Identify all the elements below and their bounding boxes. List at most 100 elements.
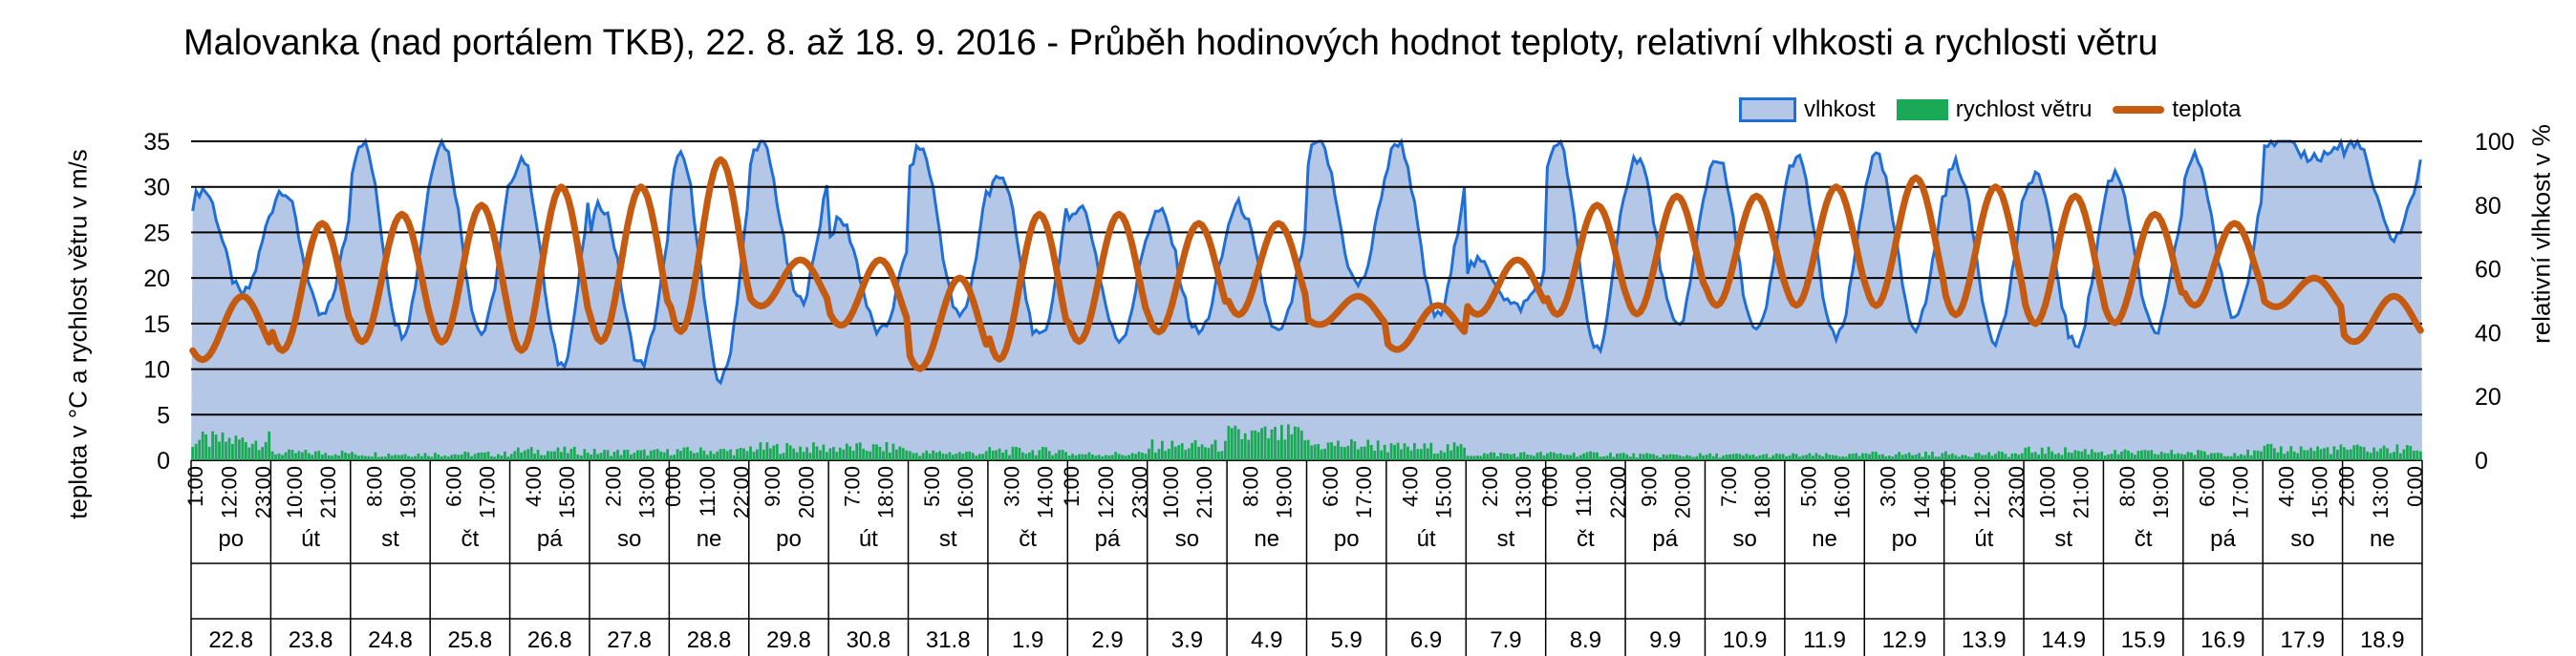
series-wind-bar bbox=[308, 453, 311, 460]
series-wind-bar bbox=[2386, 448, 2389, 460]
series-wind-bar bbox=[2415, 450, 2419, 460]
series-wind-bar bbox=[2150, 450, 2154, 460]
series-wind-bar bbox=[862, 449, 865, 460]
series-wind-bar bbox=[1718, 457, 1722, 460]
series-wind-bar bbox=[1173, 446, 1177, 460]
series-wind-bar bbox=[1642, 454, 1645, 460]
series-wind-bar bbox=[1589, 451, 1592, 460]
series-wind-bar bbox=[759, 442, 762, 460]
series-wind-bar bbox=[1685, 455, 1688, 460]
series-wind-bar bbox=[1058, 450, 1061, 460]
series-wind-bar bbox=[1582, 453, 1585, 460]
series-wind-bar bbox=[1303, 440, 1307, 460]
series-wind-bar bbox=[2292, 451, 2296, 460]
series-wind-bar bbox=[1609, 453, 1612, 460]
x-weekday-label: so bbox=[617, 526, 641, 552]
x-date-label: 3.9 bbox=[1171, 627, 1203, 653]
series-wind-bar bbox=[1134, 454, 1137, 460]
series-wind-bar bbox=[1217, 451, 1220, 460]
series-wind-bar bbox=[1154, 452, 1157, 460]
series-wind-bar bbox=[630, 455, 633, 460]
series-wind-bar bbox=[297, 451, 301, 460]
series-wind-bar bbox=[1558, 453, 1562, 460]
series-wind-bar bbox=[1439, 450, 1443, 460]
x-hour-label: 22:00 bbox=[1606, 466, 1630, 518]
series-wind-bar bbox=[1386, 452, 1389, 460]
series-wind-bar bbox=[646, 455, 650, 460]
series-wind-bar bbox=[2103, 455, 2107, 460]
series-wind-bar bbox=[2024, 447, 2028, 460]
series-wind-bar bbox=[895, 449, 898, 460]
series-wind-bar bbox=[2210, 453, 2213, 460]
series-wind-bar bbox=[1067, 455, 1071, 460]
x-hour-label: 12:00 bbox=[1970, 466, 1994, 518]
series-wind-bar bbox=[716, 451, 719, 460]
series-wind-bar bbox=[477, 453, 480, 460]
series-wind-bar bbox=[1619, 453, 1622, 460]
series-wind-bar bbox=[705, 455, 709, 460]
series-wind-bar bbox=[351, 452, 354, 460]
series-wind-bar bbox=[1731, 454, 1735, 460]
series-wind-bar bbox=[2389, 453, 2393, 460]
series-wind-bar bbox=[1576, 456, 1579, 460]
series-wind-bar bbox=[1170, 440, 1174, 460]
series-wind-bar bbox=[1495, 455, 1499, 460]
y-tick-label-right: 40 bbox=[2475, 320, 2501, 347]
series-wind-bar bbox=[1263, 426, 1267, 460]
series-wind-bar bbox=[1562, 455, 1566, 460]
x-hour-label: 14:00 bbox=[1910, 466, 1934, 518]
series-wind-bar bbox=[1150, 439, 1154, 460]
x-date-label: 12.9 bbox=[1882, 627, 1927, 653]
series-wind-bar bbox=[1426, 448, 1429, 460]
series-wind-bar bbox=[1808, 453, 1812, 460]
series-wind-bar bbox=[493, 456, 497, 460]
series-wind-bar bbox=[1204, 447, 1207, 460]
series-wind-bar bbox=[238, 439, 241, 460]
series-wind-bar bbox=[1778, 454, 1782, 460]
series-wind-bar bbox=[633, 453, 636, 460]
series-wind-bar bbox=[1313, 444, 1317, 460]
series-wind-bar bbox=[1844, 456, 1848, 460]
series-wind-bar bbox=[294, 453, 297, 460]
series-wind-bar bbox=[576, 455, 580, 460]
x-weekday-label: út bbox=[301, 526, 320, 552]
series-wind-bar bbox=[1137, 452, 1141, 460]
series-wind-bar bbox=[2276, 452, 2280, 460]
series-wind-bar bbox=[918, 455, 922, 460]
series-wind-bar bbox=[975, 455, 978, 460]
series-wind-bar bbox=[1884, 455, 1888, 460]
series-wind-bar bbox=[2116, 454, 2120, 460]
x-date-label: 30.8 bbox=[846, 627, 891, 653]
series-wind-bar bbox=[1612, 456, 1616, 460]
series-wind-bar bbox=[590, 455, 593, 460]
series-wind-bar bbox=[231, 443, 234, 460]
series-wind-bar bbox=[1287, 424, 1290, 460]
x-hour-label: 8:00 bbox=[2115, 466, 2139, 507]
series-wind-bar bbox=[702, 450, 706, 460]
series-wind-bar bbox=[380, 456, 384, 460]
series-wind-bar bbox=[1330, 442, 1333, 460]
series-wind-bar bbox=[1659, 456, 1662, 460]
x-hour-label: 3:00 bbox=[999, 466, 1023, 507]
x-hour-label: 1:00 bbox=[183, 466, 207, 507]
series-wind-bar bbox=[2229, 455, 2233, 460]
series-wind-bar bbox=[1818, 455, 1821, 460]
series-wind-bar bbox=[1911, 455, 1914, 460]
series-wind-bar bbox=[808, 453, 812, 460]
series-wind-bar bbox=[1855, 453, 1857, 460]
series-wind-bar bbox=[1360, 446, 1363, 460]
series-wind-bar bbox=[497, 454, 500, 460]
series-wind-bar bbox=[1400, 449, 1403, 460]
series-wind-bar bbox=[736, 449, 739, 460]
legend-item-wind: rychlost větru bbox=[1896, 96, 2092, 123]
series-wind-bar bbox=[1283, 439, 1287, 460]
series-wind-bar bbox=[430, 456, 434, 460]
series-wind-bar bbox=[543, 455, 547, 460]
series-wind-bar bbox=[473, 454, 477, 460]
series-wind-bar bbox=[1127, 455, 1130, 460]
series-wind-bar bbox=[533, 454, 536, 460]
series-wind-bar bbox=[1323, 448, 1326, 460]
series-wind-bar bbox=[437, 455, 440, 460]
series-wind-bar bbox=[2053, 454, 2057, 460]
series-wind-bar bbox=[1409, 450, 1413, 460]
